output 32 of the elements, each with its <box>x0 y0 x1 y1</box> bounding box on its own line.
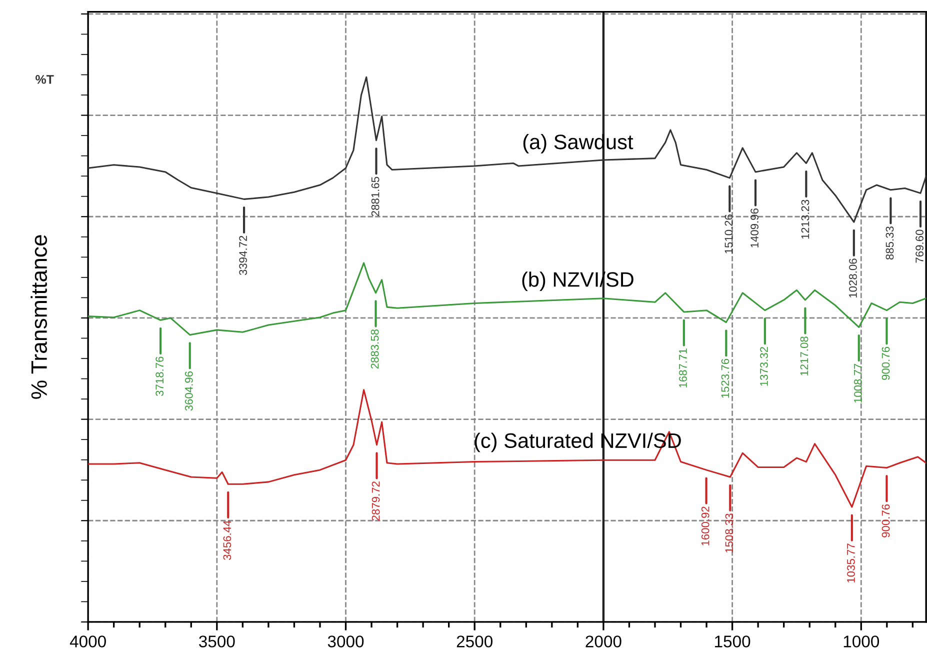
annotation: 1217.08 <box>800 336 808 376</box>
annotation: 1687.71 <box>679 348 687 388</box>
annotation: 900.76 <box>882 346 890 380</box>
annotation: 885.33 <box>886 226 894 260</box>
x-tick-label: 3500 <box>199 636 235 648</box>
annotation: 1213.23 <box>801 200 810 239</box>
x-tick-label: 2500 <box>456 636 492 648</box>
annotation: 1373.32 <box>760 346 768 386</box>
annotation: 3604.96 <box>184 371 193 411</box>
x-tick-label: 1000 <box>844 636 880 648</box>
annotation: 769.60 <box>916 230 924 263</box>
annotation: 3456.44 <box>223 520 232 560</box>
annotation: 2883.58 <box>370 329 379 369</box>
y-axis-title: % Transmittance <box>30 235 48 399</box>
annotation: 2881.65 <box>371 176 380 216</box>
annotation: 1008.77 <box>854 364 862 403</box>
annotation: 1035.77 <box>847 544 855 582</box>
annotation: 3718.76 <box>156 356 164 396</box>
annotation: 1028.06 <box>849 258 857 298</box>
text: %T <box>36 75 54 84</box>
x-tick-label: 2000 <box>586 636 622 648</box>
x-tick-label: 3000 <box>328 636 364 648</box>
annotation: 1508.33 <box>725 514 734 552</box>
annotation: 2879.72 <box>372 482 380 521</box>
annotation: 1409.96 <box>750 208 758 248</box>
annotation: 1510.26 <box>724 214 733 254</box>
annotation: 900.76 <box>882 504 890 538</box>
x-tick-label: 4000 <box>70 636 106 648</box>
x-tick-label: 1500 <box>715 636 750 648</box>
annotation: 1600.92 <box>701 506 710 546</box>
annotation: 3394.72 <box>239 236 248 276</box>
annotation: 1523.76 <box>721 358 730 398</box>
